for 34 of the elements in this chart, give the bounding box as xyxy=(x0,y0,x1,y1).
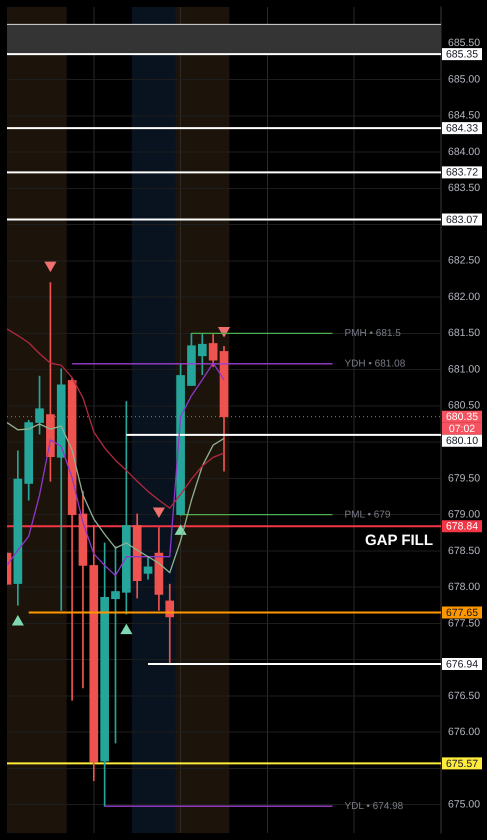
y-tick-label: 675.00 xyxy=(448,798,480,811)
y-tick-label: 676.50 xyxy=(448,690,480,702)
y-tick-label: 681.00 xyxy=(448,363,480,376)
ref-line-label: 683.07 xyxy=(446,214,478,226)
y-tick-label: 676.00 xyxy=(448,726,480,738)
y-tick-label: 681.50 xyxy=(448,327,480,340)
y-tick-label: 684.00 xyxy=(448,146,480,158)
annotation: GAP FILL xyxy=(364,532,433,549)
ref-line-label: 675.57 xyxy=(446,758,478,770)
y-tick-label: 682.00 xyxy=(448,290,480,303)
ref-line-label: 680.35 xyxy=(446,411,478,424)
series-label: PMH • 681.5 xyxy=(344,328,402,340)
series-label: PML • 679 xyxy=(344,509,391,520)
text: 07:02 xyxy=(448,423,476,436)
y-tick-label: 682.50 xyxy=(448,254,480,267)
y-tick-label: 683.50 xyxy=(448,182,480,194)
y-tick-label: 685.00 xyxy=(448,73,480,86)
y-tick-label: 677.50 xyxy=(448,617,480,630)
y-tick-label: 684.50 xyxy=(448,110,480,122)
data-label: 677.65 xyxy=(446,606,478,619)
series-label: YDL • 674.98 xyxy=(344,800,404,812)
ref-line-label: 685.35 xyxy=(446,48,478,61)
series-label: YDH • 681.08 xyxy=(344,358,406,370)
ref-line-label: 683.72 xyxy=(446,166,478,179)
y-tick-label: 678.00 xyxy=(448,581,480,594)
y-tick-label: 679.50 xyxy=(448,472,480,484)
y-tick-label: 680.50 xyxy=(448,400,480,412)
y-tick-label: 679.00 xyxy=(448,508,480,521)
ref-line-label: 684.33 xyxy=(446,122,478,134)
ref-line-label: 678.84 xyxy=(446,520,478,533)
data-label: 680.10 xyxy=(446,435,478,448)
y-tick-label: 685.50 xyxy=(448,37,480,50)
y-tick-label: 678.50 xyxy=(448,544,480,557)
data-label: 676.94 xyxy=(446,658,478,670)
